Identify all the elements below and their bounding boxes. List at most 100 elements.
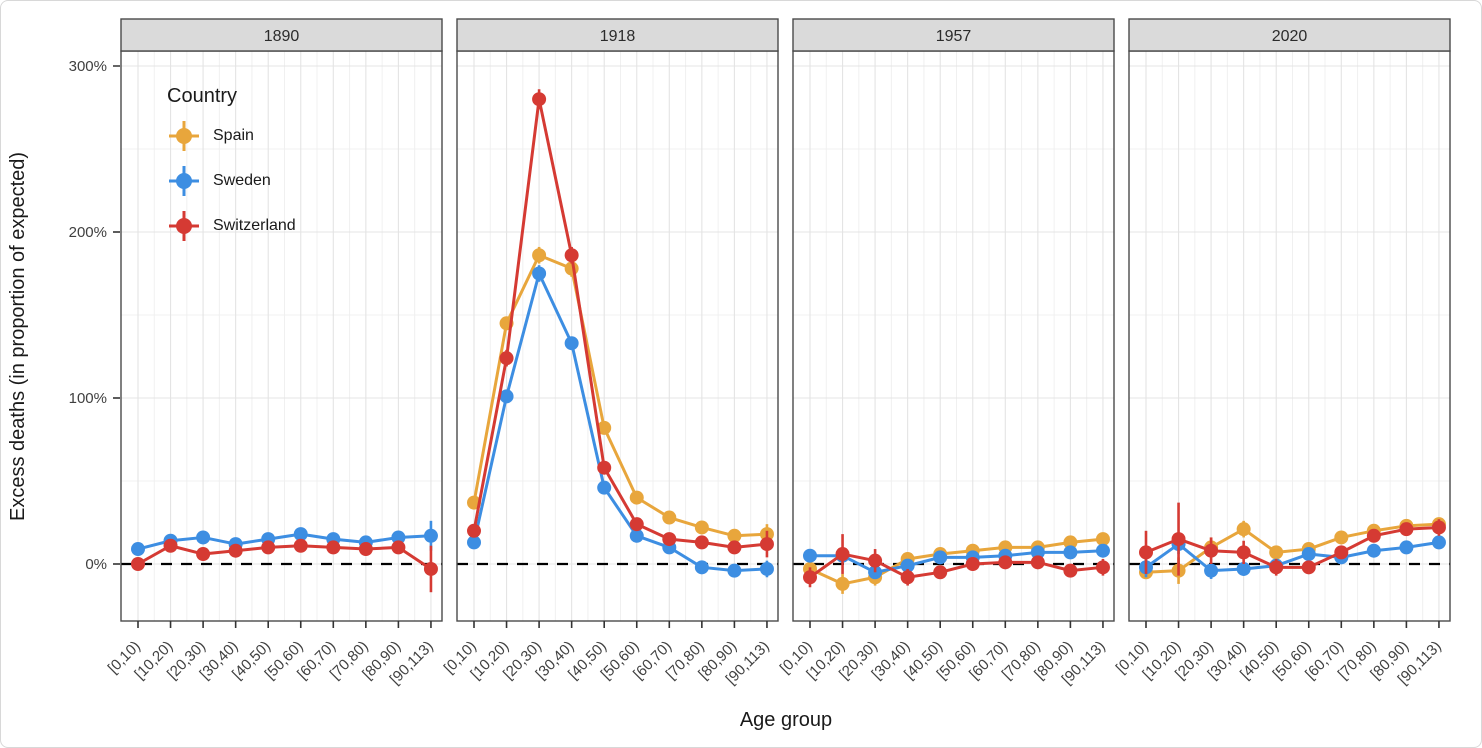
data-point (1269, 560, 1284, 575)
data-point (597, 420, 612, 435)
panel-background (793, 51, 1114, 621)
data-point (358, 542, 373, 557)
data-point (1139, 545, 1153, 560)
data-point (1399, 522, 1414, 537)
data-point (662, 532, 677, 547)
x-axis-title: Age group (739, 709, 833, 731)
data-point (1204, 563, 1219, 578)
facet-strip (1128, 18, 1451, 52)
series-line (136, 532, 433, 551)
facet-panel-1918: 1918[0,10)[10,20)[20,30)[30,40)[40,50)[5… (441, 18, 779, 688)
series-line (808, 549, 1105, 574)
data-point (1095, 543, 1110, 558)
facet-panel-1957: 1957[0,10)[10,20)[20,30)[30,40)[40,50)[5… (777, 18, 1115, 688)
y-tick-label: 100% (69, 390, 107, 407)
data-point (467, 535, 481, 550)
data-point (727, 540, 742, 555)
data-point (868, 553, 883, 568)
series-switzerland (803, 534, 1110, 588)
series-line (1144, 540, 1441, 573)
facet-strip (120, 18, 443, 52)
data-point (727, 528, 742, 543)
series-switzerland (1139, 502, 1446, 576)
data-point (499, 389, 514, 404)
series-line (1144, 525, 1441, 569)
data-point (532, 92, 547, 107)
data-point (597, 480, 612, 495)
data-point (391, 530, 406, 545)
data-point (1030, 545, 1045, 560)
data-point (1431, 535, 1446, 550)
legend-label: Sweden (213, 172, 271, 189)
data-point (629, 528, 644, 543)
legend-label: Spain (213, 127, 254, 144)
data-point (900, 558, 915, 573)
data-point (727, 563, 742, 578)
legend: Country Spain Sweden Switzerland (167, 85, 296, 243)
series-line (472, 97, 769, 549)
data-point (933, 565, 948, 580)
data-point (1063, 563, 1078, 578)
data-point (564, 248, 579, 263)
data-point (1095, 560, 1110, 575)
data-point (1399, 540, 1414, 555)
data-point (759, 561, 774, 576)
data-point (759, 537, 774, 552)
data-point (532, 266, 547, 281)
facet-strip (792, 18, 1115, 52)
data-point (597, 460, 612, 475)
series-switzerland (131, 538, 438, 593)
legend-title: Country (167, 85, 238, 107)
facet-label: 1918 (600, 28, 636, 45)
data-point (965, 557, 980, 571)
facet-label: 1957 (936, 28, 972, 45)
data-point (1063, 545, 1078, 560)
legend-item-spain: Spain (167, 119, 296, 153)
data-point (803, 548, 817, 563)
data-point (629, 517, 644, 532)
legend-glyph-point (176, 218, 192, 234)
data-point (1334, 530, 1349, 545)
legend-label: Switzerland (213, 217, 296, 234)
data-point (900, 570, 915, 585)
facet-label: 1890 (264, 28, 300, 45)
data-point (1301, 560, 1316, 575)
data-point (1204, 543, 1219, 558)
data-point (499, 351, 514, 366)
y-tick-label: 0% (85, 556, 107, 573)
data-point (423, 528, 438, 543)
facet-strip (456, 18, 779, 52)
data-point (1030, 555, 1045, 570)
legend-pointrange-icon (169, 211, 199, 241)
data-point (326, 540, 341, 555)
data-point (1236, 522, 1251, 537)
data-point (131, 557, 145, 571)
data-point (467, 523, 481, 538)
series-line (808, 552, 1105, 579)
data-point (629, 490, 644, 505)
y-tick-label: 300% (69, 58, 107, 75)
data-point (564, 336, 579, 351)
data-point (293, 538, 308, 553)
data-point (1366, 543, 1381, 558)
data-point (662, 510, 677, 525)
legend-glyph-point (176, 128, 192, 144)
series-line (472, 272, 769, 573)
data-point (261, 540, 276, 555)
data-point (803, 570, 817, 585)
panel-background (121, 51, 442, 621)
data-point (1431, 520, 1446, 535)
series-line (472, 253, 769, 538)
data-point (532, 248, 547, 263)
data-point (1269, 545, 1284, 560)
legend-glyph-point (176, 173, 192, 189)
y-tick-label: 200% (69, 224, 107, 241)
data-point (1095, 532, 1110, 547)
legend-item-sweden: Sweden (167, 164, 296, 198)
data-point (228, 543, 243, 558)
data-point (1236, 561, 1251, 576)
data-point (835, 547, 850, 562)
legend-pointrange-icon (169, 166, 199, 196)
series-sweden (467, 265, 774, 578)
